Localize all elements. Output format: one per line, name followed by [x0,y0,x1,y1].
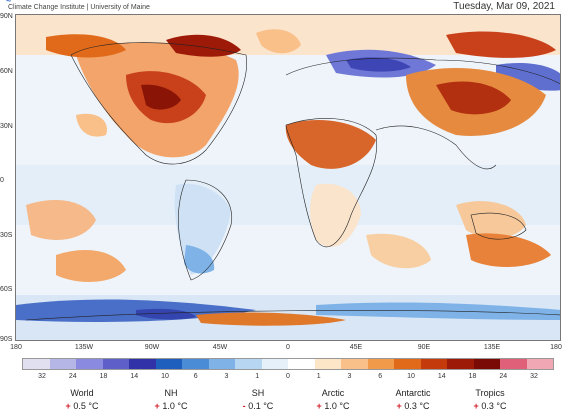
stat-value: 0.5 °C [73,401,99,411]
lon-label-45e: 45E [349,344,363,351]
stat-sign: - [242,401,246,411]
stat-name: SH [251,388,265,398]
legend-label: 18 [99,373,108,380]
coastlines [25,42,560,321]
stat-tropics: Tropics + 0.3 °C [450,388,530,411]
lat-label-90n: 90N [0,13,13,20]
legend-swatch [367,359,394,369]
map-canvas [16,15,560,340]
temperature-anomaly-map [15,14,561,341]
legend-label: 6 [378,373,383,380]
lon-label-90e: 90E [417,344,431,351]
legend-swatch [261,359,288,369]
legend-label: 24 [68,373,77,380]
stat-value: 0.1 °C [248,401,274,411]
legend-swatch [420,359,447,369]
legend-label: 6 [193,373,198,380]
stat-arctic: Arctic + 1.0 °C [293,388,373,411]
legend-swatch [49,359,76,369]
lat-label-0: 0 [0,177,4,184]
legend-label: 3 [224,373,229,380]
legend-swatch [394,359,421,369]
logo: ~ [6,0,12,6]
legend-label: 0 [286,373,290,380]
legend-swatch [76,359,103,369]
legend-label: 3 [347,373,352,380]
stat-sign: + [154,401,160,411]
credit-text: Climate Change Institute | University of… [8,4,150,11]
legend-label: 18 [468,373,477,380]
legend-label: 24 [499,373,508,380]
legend-swatch [473,359,500,369]
legend-label: 10 [161,373,169,380]
stat-sh: SH - 0.1 °C [218,388,298,411]
legend-label: 14 [130,373,139,380]
legend-swatch [23,359,50,369]
legend-label: 10 [407,373,415,380]
summary-stats: World + 0.5 °C NH + 1.0 °C SH - 0.1 °C A… [0,388,563,418]
legend-swatch [447,359,474,369]
legend-swatch [500,359,527,369]
lat-label-60s: 60S [0,286,13,293]
stat-sign: + [473,401,479,411]
stat-name: Tropics [475,388,505,398]
stat-name: World [70,388,94,398]
legend-label: 32 [38,373,46,380]
legend-label: 32 [530,373,538,380]
stat-world: World + 0.5 °C [42,388,122,411]
legend-swatch [208,359,235,369]
stat-sign: + [65,401,71,411]
lat-label-60n: 60N [0,68,13,75]
legend-swatch [102,359,129,369]
legend-label: 14 [437,373,446,380]
stat-nh: NH + 1.0 °C [131,388,211,411]
lon-label-90w: 90W [144,344,160,351]
stat-value: 1.0 °C [324,401,350,411]
lat-label-30s: 30S [0,232,13,239]
lon-label-180e: 180 [550,344,562,351]
date-text: Tuesday, Mar 09, 2021 [453,1,555,12]
lon-label-180w: 180 [10,344,22,351]
lon-label-0: 0 [286,344,290,351]
legend-label: 1 [316,373,321,380]
lon-label-45w: 45W [212,344,228,351]
stat-value: 0.3 °C [404,401,430,411]
stat-sign: + [396,401,402,411]
lat-label-90s: 90S [0,336,13,343]
color-legend [22,358,554,370]
stat-value: 1.0 °C [162,401,188,411]
lat-label-30n: 30N [0,123,13,130]
legend-swatch [155,359,182,369]
stat-name: Antarctic [395,388,431,398]
stat-antarctic: Antarctic + 0.3 °C [373,388,453,411]
legend-swatch [526,359,553,369]
stat-value: 0.3 °C [481,401,507,411]
legend-swatch [235,359,262,369]
lon-label-135w: 135W [74,344,94,351]
header: ~ Climate Change Institute | University … [0,0,563,14]
legend-swatch [288,359,315,369]
legend-label: 1 [255,373,260,380]
stat-name: NH [164,388,178,398]
stat-sign: + [316,401,322,411]
legend-swatch [314,359,341,369]
legend-swatch [341,359,368,369]
stat-name: Arctic [321,388,345,398]
lon-label-135e: 135E [483,344,501,351]
legend-swatch [129,359,156,369]
legend-swatch [182,359,209,369]
